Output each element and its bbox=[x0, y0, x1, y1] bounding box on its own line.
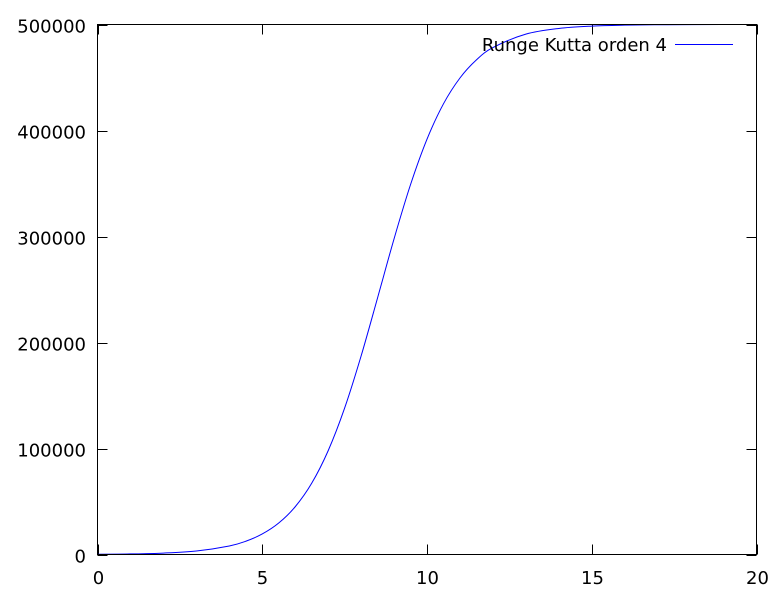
x-tick-label: 10 bbox=[416, 568, 439, 589]
legend-label: Runge Kutta orden 4 bbox=[482, 35, 667, 56]
legend: Runge Kutta orden 4 bbox=[482, 35, 733, 56]
plot-border bbox=[97, 24, 757, 555]
y-tick-label: 500000 bbox=[17, 17, 86, 38]
y-tick-label: 200000 bbox=[17, 335, 86, 356]
x-tick-label: 20 bbox=[746, 568, 769, 589]
y-tick-label: 100000 bbox=[17, 441, 86, 462]
series-line-runge-kutta bbox=[97, 24, 757, 555]
y-tick-label: 0 bbox=[75, 547, 86, 568]
x-tick-label: 15 bbox=[581, 568, 604, 589]
tick-labels: 0 5 10 15 20 0 100000 200000 300000 400000 500000 bbox=[17, 17, 769, 590]
y-tick-label: 300000 bbox=[17, 229, 86, 250]
y-tick-label: 400000 bbox=[17, 123, 86, 144]
x-tick-label: 5 bbox=[257, 568, 268, 589]
ticks bbox=[97, 24, 758, 556]
x-tick-label: 0 bbox=[93, 568, 104, 589]
